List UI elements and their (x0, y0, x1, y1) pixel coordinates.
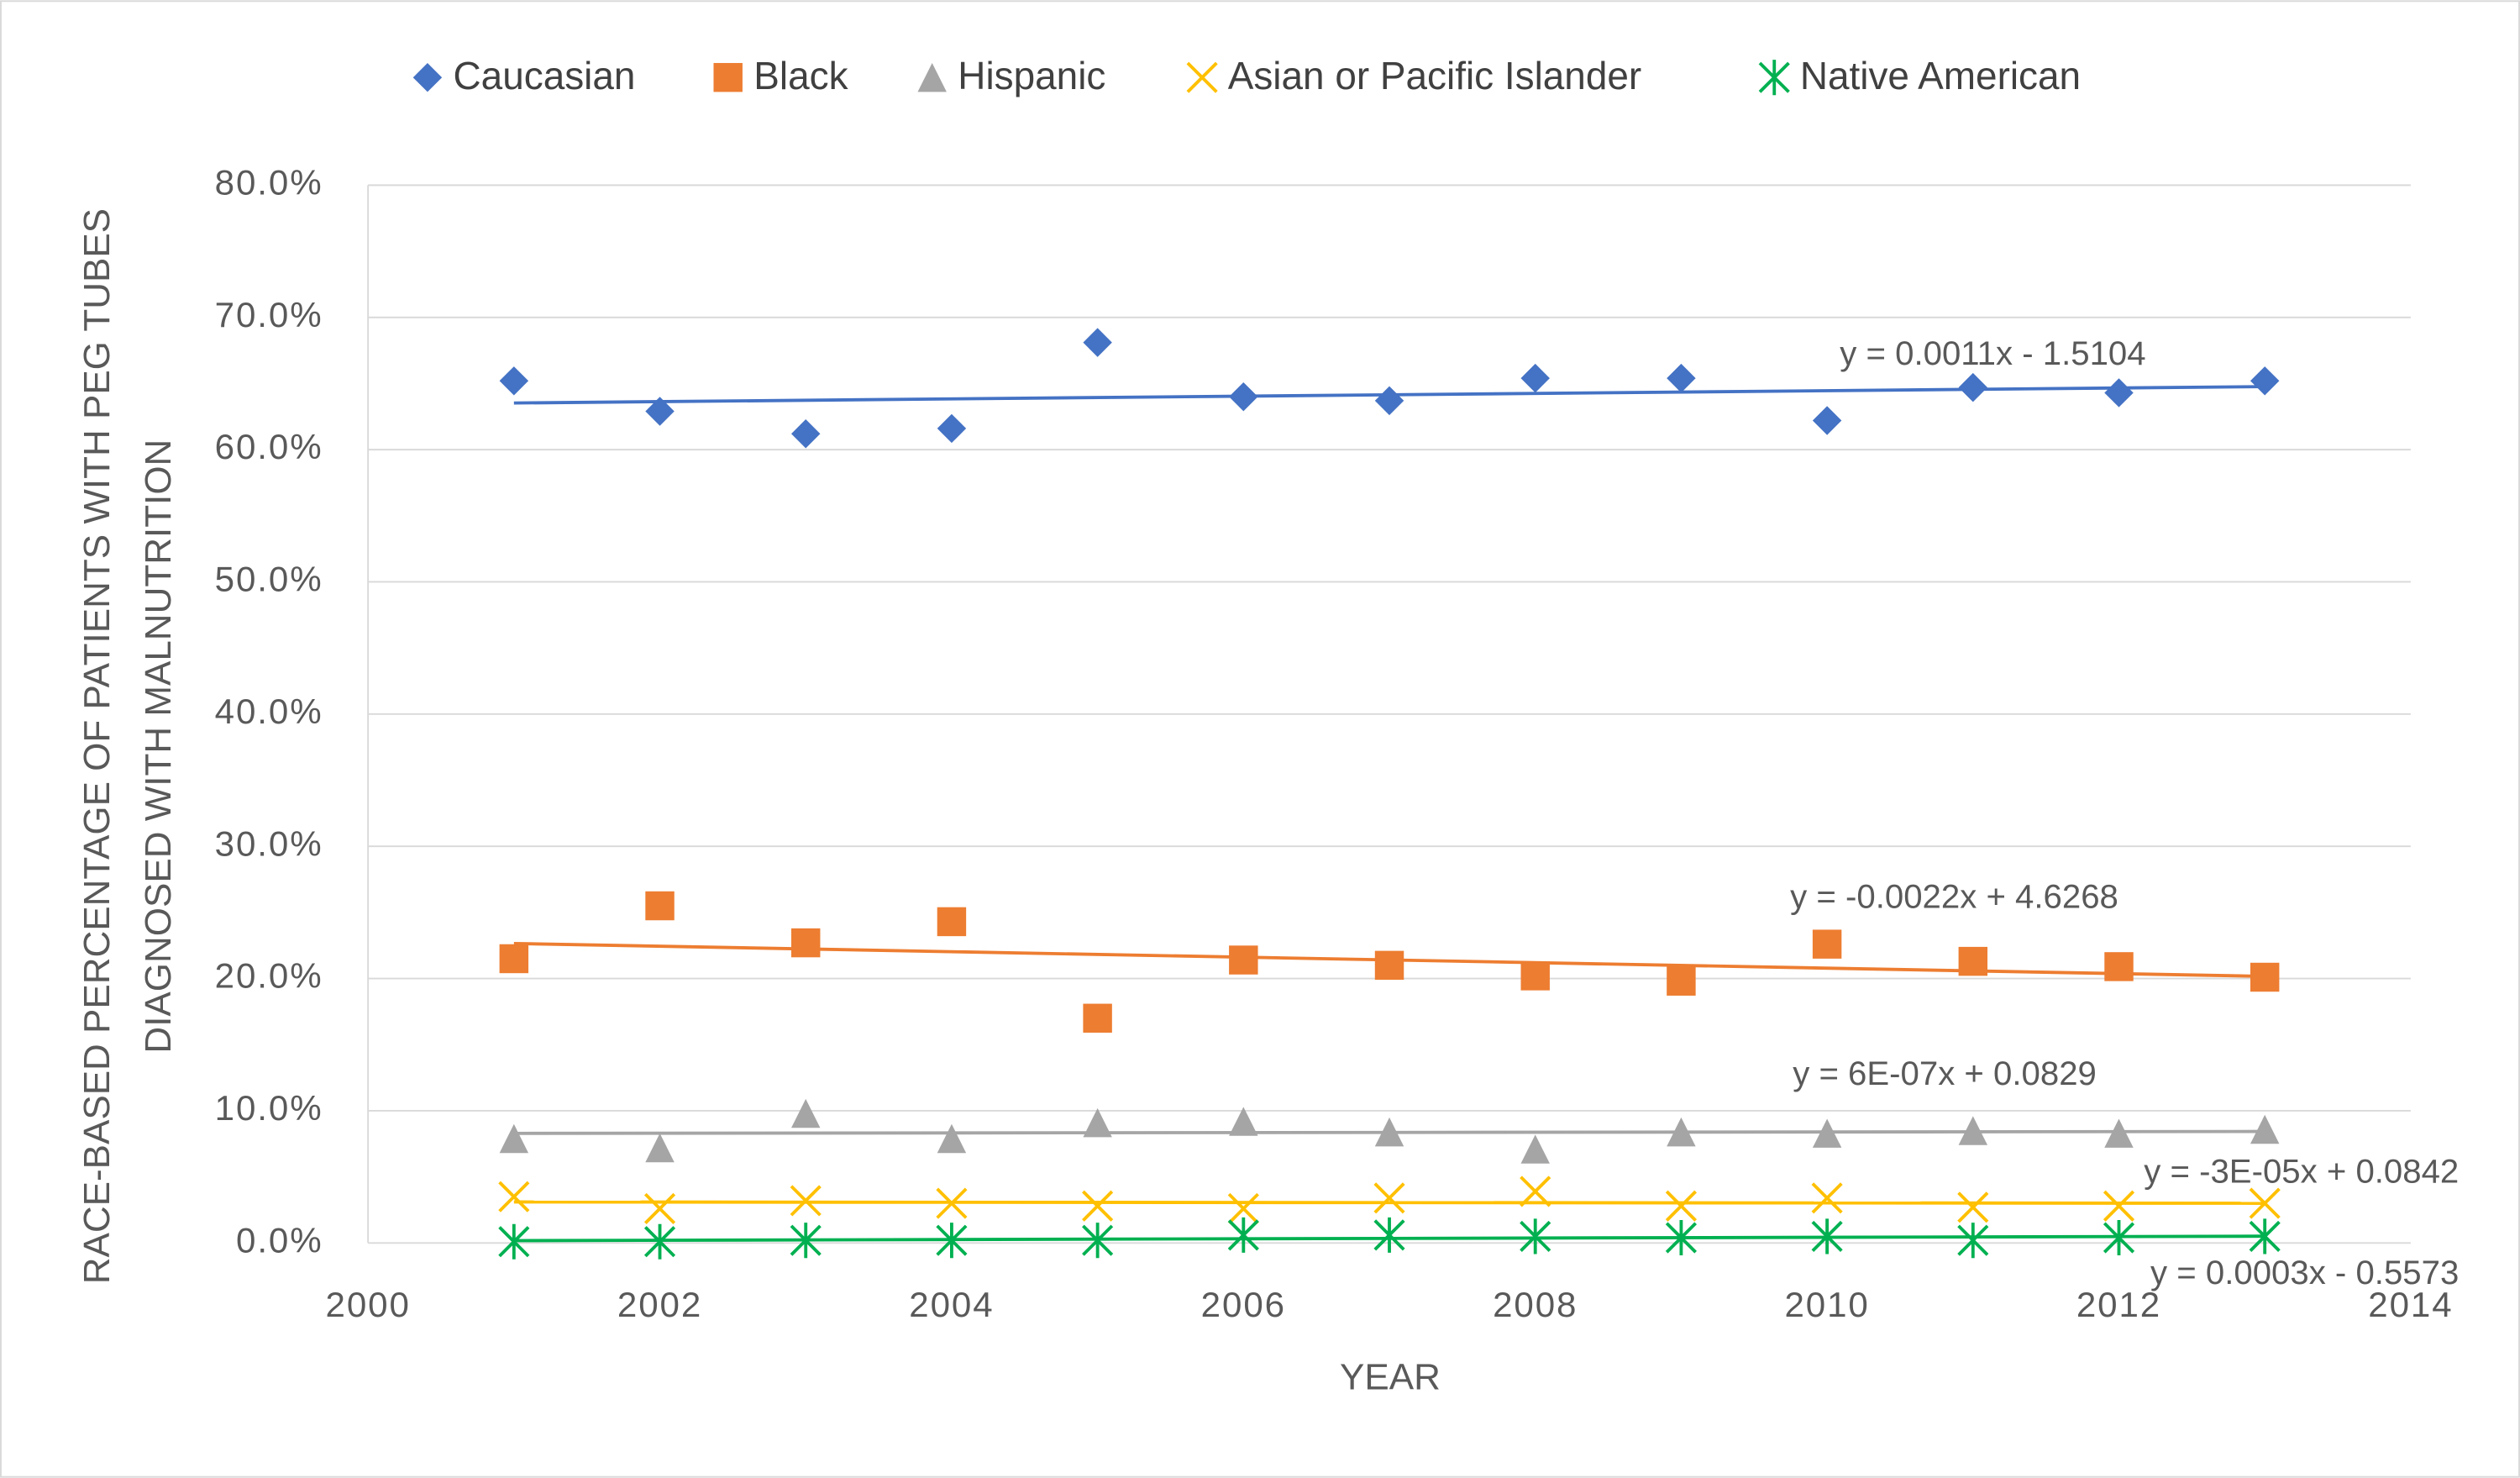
point (1227, 1192, 1259, 1224)
x-tick-label: 2008 (1493, 1285, 1578, 1324)
point (643, 1192, 676, 1224)
point (1667, 363, 1696, 393)
point (1227, 1217, 1259, 1253)
point (1667, 966, 1696, 996)
x-tick-label: 2010 (1784, 1285, 1869, 1324)
x-tick-label: 2006 (1201, 1285, 1286, 1324)
point (643, 1223, 676, 1260)
point (645, 891, 675, 921)
y-tick-label: 10.0% (215, 1088, 323, 1128)
point (2249, 1218, 2281, 1254)
point (1958, 946, 1988, 976)
point (1812, 929, 1842, 959)
point (937, 1123, 967, 1154)
point (1957, 1223, 1989, 1259)
point (645, 1133, 675, 1163)
point (1812, 1118, 1842, 1148)
point (2250, 1114, 2280, 1144)
point (1229, 1107, 1258, 1136)
y-tick-label: 20.0% (215, 956, 323, 996)
point (1811, 1182, 1843, 1214)
point (1082, 1190, 1114, 1222)
legend-marker (917, 62, 947, 92)
y-tick-label: 50.0% (215, 560, 323, 599)
point (1957, 1191, 1989, 1223)
point (2250, 962, 2280, 992)
point (936, 1223, 968, 1259)
trendline-equation: y = -3E-05x + 0.0842 (2144, 1153, 2459, 1191)
point (1520, 1176, 1551, 1207)
point (1374, 1117, 1404, 1147)
point (2249, 1187, 2281, 1219)
y-tick-label: 30.0% (215, 823, 323, 863)
trendline-equation: y = 6E-07x + 0.0829 (1793, 1055, 2097, 1092)
point (1229, 945, 1258, 975)
point (790, 1185, 822, 1217)
point (1229, 381, 1258, 412)
point (499, 1123, 529, 1154)
legend-marker (713, 62, 743, 92)
point (937, 907, 967, 937)
y-tick-label: 70.0% (215, 295, 323, 334)
legend-label: Hispanic (958, 54, 1105, 97)
point (791, 1098, 821, 1128)
legend-marker (412, 62, 443, 92)
point (1082, 1223, 1114, 1259)
x-tick-label: 2002 (617, 1285, 702, 1324)
legend-marker (1186, 61, 1218, 93)
point (790, 1223, 822, 1259)
point (1373, 1182, 1405, 1214)
point (2104, 1118, 2134, 1148)
point (2103, 1190, 2135, 1222)
point (1520, 1134, 1550, 1164)
y-tick-label: 80.0% (215, 163, 323, 203)
x-tick-label: 2004 (909, 1285, 994, 1324)
x-axis-title: YEAR (1340, 1357, 1441, 1398)
legend-label: Black (753, 54, 848, 97)
point (498, 1223, 530, 1260)
y-axis-title: RACE-BASED PERCENTAGE OF PATIENTS WITH P… (76, 208, 118, 1284)
y-axis-title: DIAGNOSED WITH MALNUTRITION (138, 439, 179, 1054)
point (1958, 1116, 1988, 1145)
legend-label: Caucasian (454, 54, 636, 97)
point (498, 1181, 530, 1212)
point (499, 944, 529, 974)
point (1374, 950, 1404, 981)
point (2104, 952, 2134, 981)
x-tick-label: 2012 (2076, 1285, 2161, 1324)
x-tick-label: 2000 (326, 1285, 411, 1324)
point (2103, 1219, 2135, 1256)
point (1083, 1003, 1112, 1034)
y-tick-label: 0.0% (236, 1220, 323, 1260)
y-tick-label: 60.0% (215, 427, 323, 466)
trendline-equation: y = 0.0011x - 1.5104 (1840, 334, 2145, 372)
point (1665, 1219, 1697, 1256)
y-tick-label: 40.0% (215, 692, 323, 731)
trendline-equation: y = -0.0022x + 4.6268 (1790, 877, 2118, 915)
point (1520, 1218, 1551, 1254)
point (1667, 1117, 1696, 1147)
point (936, 1187, 968, 1219)
point (791, 928, 821, 958)
point (1665, 1190, 1697, 1222)
x-tick-label: 2014 (2368, 1285, 2453, 1324)
point (1811, 1218, 1843, 1254)
legend-label: Native American (1800, 54, 2081, 97)
point (1373, 1217, 1405, 1253)
trendline-equation: y = 0.0003x - 0.5573 (2150, 1254, 2459, 1291)
legend-marker (1758, 60, 1790, 96)
point (1083, 1107, 1112, 1138)
legend-label: Asian or Pacific Islander (1228, 54, 1641, 97)
trendline (513, 1200, 2265, 1205)
point (1520, 961, 1550, 991)
